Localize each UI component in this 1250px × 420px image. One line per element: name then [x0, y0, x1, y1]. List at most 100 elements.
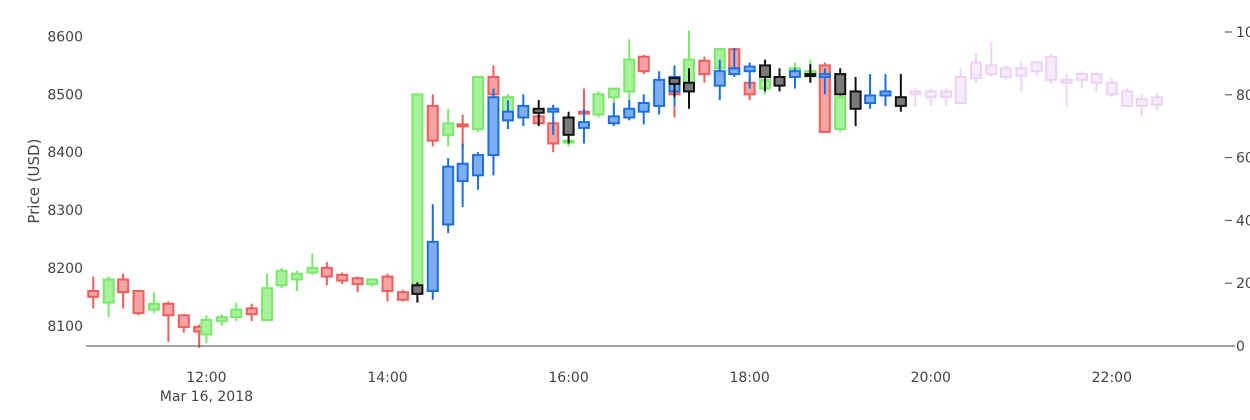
candle-body [577, 121, 590, 129]
y-tick-label: 8500 [47, 87, 83, 103]
candle-green-4 [230, 302, 243, 322]
candle-red-8 [336, 272, 349, 285]
candle-body [1075, 73, 1088, 81]
candle-body [818, 73, 831, 78]
y2-tick-label: 0 [1236, 339, 1245, 355]
candle-body [517, 104, 530, 119]
candle-green-7 [290, 270, 303, 292]
candle-body [411, 284, 424, 295]
candle-body [743, 65, 756, 73]
candle-black-3 [668, 76, 681, 98]
candle-body [698, 59, 711, 76]
candle-red-20 [698, 56, 711, 83]
candle-body [501, 110, 514, 122]
candle-body [230, 308, 243, 319]
candle-green-10 [411, 93, 424, 294]
candle-body [653, 78, 666, 107]
candle-body [487, 96, 500, 157]
candle-body [366, 278, 379, 286]
y-axis-title: Price (USD) [25, 139, 43, 224]
candle-red-2 [132, 289, 145, 316]
candle-body [336, 273, 349, 282]
candle-body [1135, 97, 1148, 107]
candle-blue-17 [788, 68, 801, 89]
candle-lavender-4 [970, 53, 983, 83]
candle-lavender-7 [1015, 62, 1028, 92]
candle-black-1 [532, 100, 545, 127]
candle-red-12 [426, 94, 439, 147]
x-tick-sublabel: Mar 16, 2018 [160, 389, 253, 405]
candle-body [306, 266, 319, 274]
candle-body [1090, 73, 1103, 84]
candle-green-3 [215, 314, 228, 326]
candle-body [162, 302, 175, 317]
candle-body [788, 70, 801, 78]
candle-body [472, 75, 485, 131]
candle-black-5 [759, 59, 772, 92]
candles-layer [87, 30, 1164, 348]
candle-black-9 [849, 76, 862, 127]
y-tick-label: 8300 [47, 203, 83, 219]
candle-blue-1 [442, 157, 455, 234]
candle-body [351, 277, 364, 286]
candle-red-7 [320, 262, 333, 286]
candle-blue-12 [653, 71, 666, 115]
series-green [102, 30, 847, 344]
candle-body [834, 96, 847, 131]
candle-body [426, 104, 439, 142]
candle-red-11 [396, 289, 409, 302]
candle-green-23 [834, 94, 847, 132]
candle-body [818, 64, 831, 133]
x-tick-label: 14:00 [367, 370, 407, 386]
candle-body [87, 290, 100, 298]
y2-tick-label: 20 [1236, 276, 1250, 292]
candle-blue-15 [728, 48, 741, 77]
candle-body [728, 67, 741, 76]
candle-lavender-5 [985, 42, 998, 77]
candle-body [1060, 78, 1073, 84]
series-red [87, 48, 831, 348]
candle-body [623, 58, 636, 93]
candle-body [894, 96, 907, 107]
candle-red-4 [177, 314, 190, 333]
y2-tick-label: 80 [1236, 88, 1250, 104]
candle-lavender-2 [940, 88, 953, 106]
candle-green-5 [261, 273, 274, 321]
candle-green-17 [623, 39, 636, 106]
candle-body [637, 102, 650, 113]
candle-body [834, 73, 847, 96]
candle-blue-10 [623, 100, 636, 121]
candle-lavender-13 [1105, 78, 1118, 98]
candle-body [1045, 55, 1058, 81]
candle-green-12 [472, 75, 485, 132]
candle-body [456, 162, 469, 183]
candle-blue-20 [879, 74, 892, 106]
candle-body [1151, 96, 1164, 106]
candle-blue-11 [637, 94, 650, 125]
candle-green-8 [306, 253, 319, 275]
candle-lavender-3 [954, 68, 967, 105]
y-tick-label: 8100 [47, 319, 83, 335]
candle-red-18 [637, 54, 650, 75]
x-tick-label: 20:00 [911, 370, 951, 386]
y2-tick-label: 60 [1236, 151, 1250, 167]
candle-red-1 [117, 273, 130, 309]
candle-lavender-14 [1121, 88, 1134, 108]
candle-body [607, 115, 620, 125]
candle-blue-3 [472, 152, 485, 190]
candle-blue-6 [517, 94, 530, 127]
candle-body [909, 90, 922, 96]
candle-green-1 [147, 292, 160, 314]
candle-body [1105, 81, 1118, 96]
candle-body [275, 269, 288, 287]
candle-body [261, 287, 274, 321]
candle-body [147, 302, 160, 311]
candle-body [592, 93, 605, 116]
candle-lavender-8 [1030, 60, 1043, 76]
candle-lavender-10 [1060, 74, 1073, 106]
series-lavender [909, 42, 1164, 117]
candle-black-10 [894, 74, 907, 112]
candle-body [804, 73, 817, 78]
candle-body [985, 64, 998, 76]
